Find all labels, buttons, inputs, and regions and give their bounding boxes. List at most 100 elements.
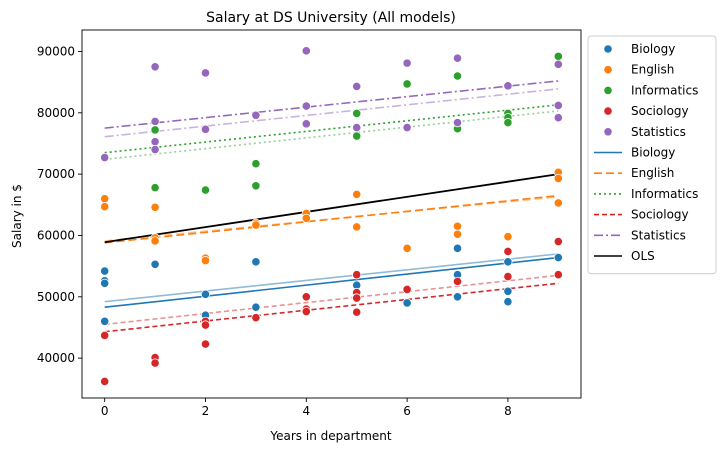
- point-statistics: [150, 145, 160, 155]
- legend-label: Sociology: [631, 208, 689, 222]
- chart-title: Salary at DS University (All models): [206, 10, 456, 26]
- point-statistics: [352, 81, 362, 92]
- point-sociology: [100, 376, 110, 387]
- x-tick-label: 6: [403, 404, 411, 418]
- point-informatics: [402, 79, 412, 89]
- line-english: [104, 194, 559, 244]
- point-sociology: [352, 293, 362, 303]
- x-tick-label: 8: [504, 404, 512, 418]
- y-tick-label: 90000: [37, 44, 75, 58]
- point-informatics: [553, 51, 563, 61]
- legend-marker-statistics: [603, 127, 613, 137]
- point-sociology: [503, 246, 513, 257]
- line-informatics: [104, 104, 559, 154]
- plot-area: [82, 30, 581, 398]
- point-sociology: [503, 271, 513, 282]
- point-english: [402, 243, 412, 253]
- regression-lines: [104, 80, 559, 333]
- point-biology: [200, 289, 211, 299]
- x-tick-label: 4: [302, 404, 310, 418]
- legend-label: English: [631, 63, 674, 77]
- point-biology: [150, 259, 160, 269]
- point-statistics: [553, 59, 563, 69]
- legend-label: Sociology: [631, 104, 689, 118]
- legend-label: Biology: [631, 146, 675, 160]
- point-biology: [503, 286, 513, 296]
- point-english: [150, 236, 160, 246]
- legend-label: Informatics: [631, 83, 698, 97]
- point-statistics: [553, 113, 563, 123]
- legend-label: Biology: [631, 42, 675, 56]
- point-biology: [503, 257, 513, 267]
- legend-label: OLS: [631, 249, 655, 263]
- point-sociology: [553, 270, 563, 280]
- x-tick-label: 2: [202, 404, 210, 418]
- point-english: [100, 202, 110, 212]
- point-statistics: [301, 46, 311, 56]
- x-axis-label: Years in department: [269, 429, 392, 443]
- legend: Biology English Informatics Sociology Statis…: [587, 35, 717, 275]
- axes: 0 2 4 6 8 40000 50000 60000 70000 80000 90000: [37, 29, 582, 418]
- point-biology: [251, 257, 261, 267]
- point-sociology: [200, 320, 211, 330]
- point-english: [553, 198, 563, 208]
- point-sociology: [352, 307, 362, 317]
- point-statistics: [150, 137, 160, 147]
- legend-marker-english: [603, 65, 613, 75]
- point-biology: [251, 302, 261, 312]
- point-biology: [402, 298, 412, 308]
- point-sociology: [100, 330, 110, 341]
- point-sociology: [553, 237, 563, 247]
- point-informatics: [452, 71, 463, 81]
- point-biology: [452, 292, 463, 302]
- legend-marker-informatics: [603, 85, 613, 96]
- point-statistics: [301, 119, 311, 129]
- point-biology: [100, 278, 110, 288]
- point-statistics: [503, 81, 513, 91]
- point-statistics: [150, 62, 160, 72]
- faint-line-statistics: [104, 88, 559, 138]
- scatter-points: [100, 46, 563, 387]
- legend-label: English: [631, 166, 674, 180]
- plot-background: [82, 30, 581, 398]
- y-tick-label: 50000: [37, 290, 75, 304]
- line-sociology: [104, 282, 559, 333]
- point-informatics: [352, 108, 362, 119]
- point-biology: [452, 243, 463, 253]
- point-statistics: [402, 58, 412, 68]
- point-biology: [503, 297, 513, 307]
- point-statistics: [150, 116, 160, 126]
- line-ols: [104, 173, 559, 244]
- faint-line-biology: [104, 253, 559, 303]
- point-english: [503, 232, 513, 242]
- point-english: [452, 221, 463, 231]
- point-sociology: [200, 339, 211, 349]
- y-axis-label: Salary in $: [10, 184, 24, 248]
- legend-label: Statistics: [631, 228, 686, 242]
- point-informatics: [150, 183, 160, 193]
- y-tick-label: 80000: [37, 106, 75, 120]
- point-informatics: [352, 131, 362, 141]
- point-statistics: [402, 122, 412, 133]
- point-biology: [553, 252, 563, 263]
- line-biology: [104, 256, 559, 309]
- point-informatics: [150, 125, 160, 135]
- point-english: [352, 189, 362, 199]
- point-english: [251, 220, 261, 230]
- point-statistics: [452, 118, 463, 128]
- point-informatics: [251, 181, 261, 191]
- point-english: [553, 173, 563, 184]
- legend-marker-biology: [603, 44, 613, 54]
- point-sociology: [402, 284, 412, 295]
- point-informatics: [200, 185, 211, 195]
- point-sociology: [352, 270, 362, 280]
- point-sociology: [150, 358, 160, 368]
- point-statistics: [553, 100, 563, 111]
- line-statistics: [104, 80, 559, 129]
- point-sociology: [301, 292, 311, 302]
- point-biology: [100, 316, 110, 326]
- point-sociology: [301, 306, 311, 317]
- faint-line-informatics: [104, 110, 559, 161]
- point-english: [352, 222, 362, 232]
